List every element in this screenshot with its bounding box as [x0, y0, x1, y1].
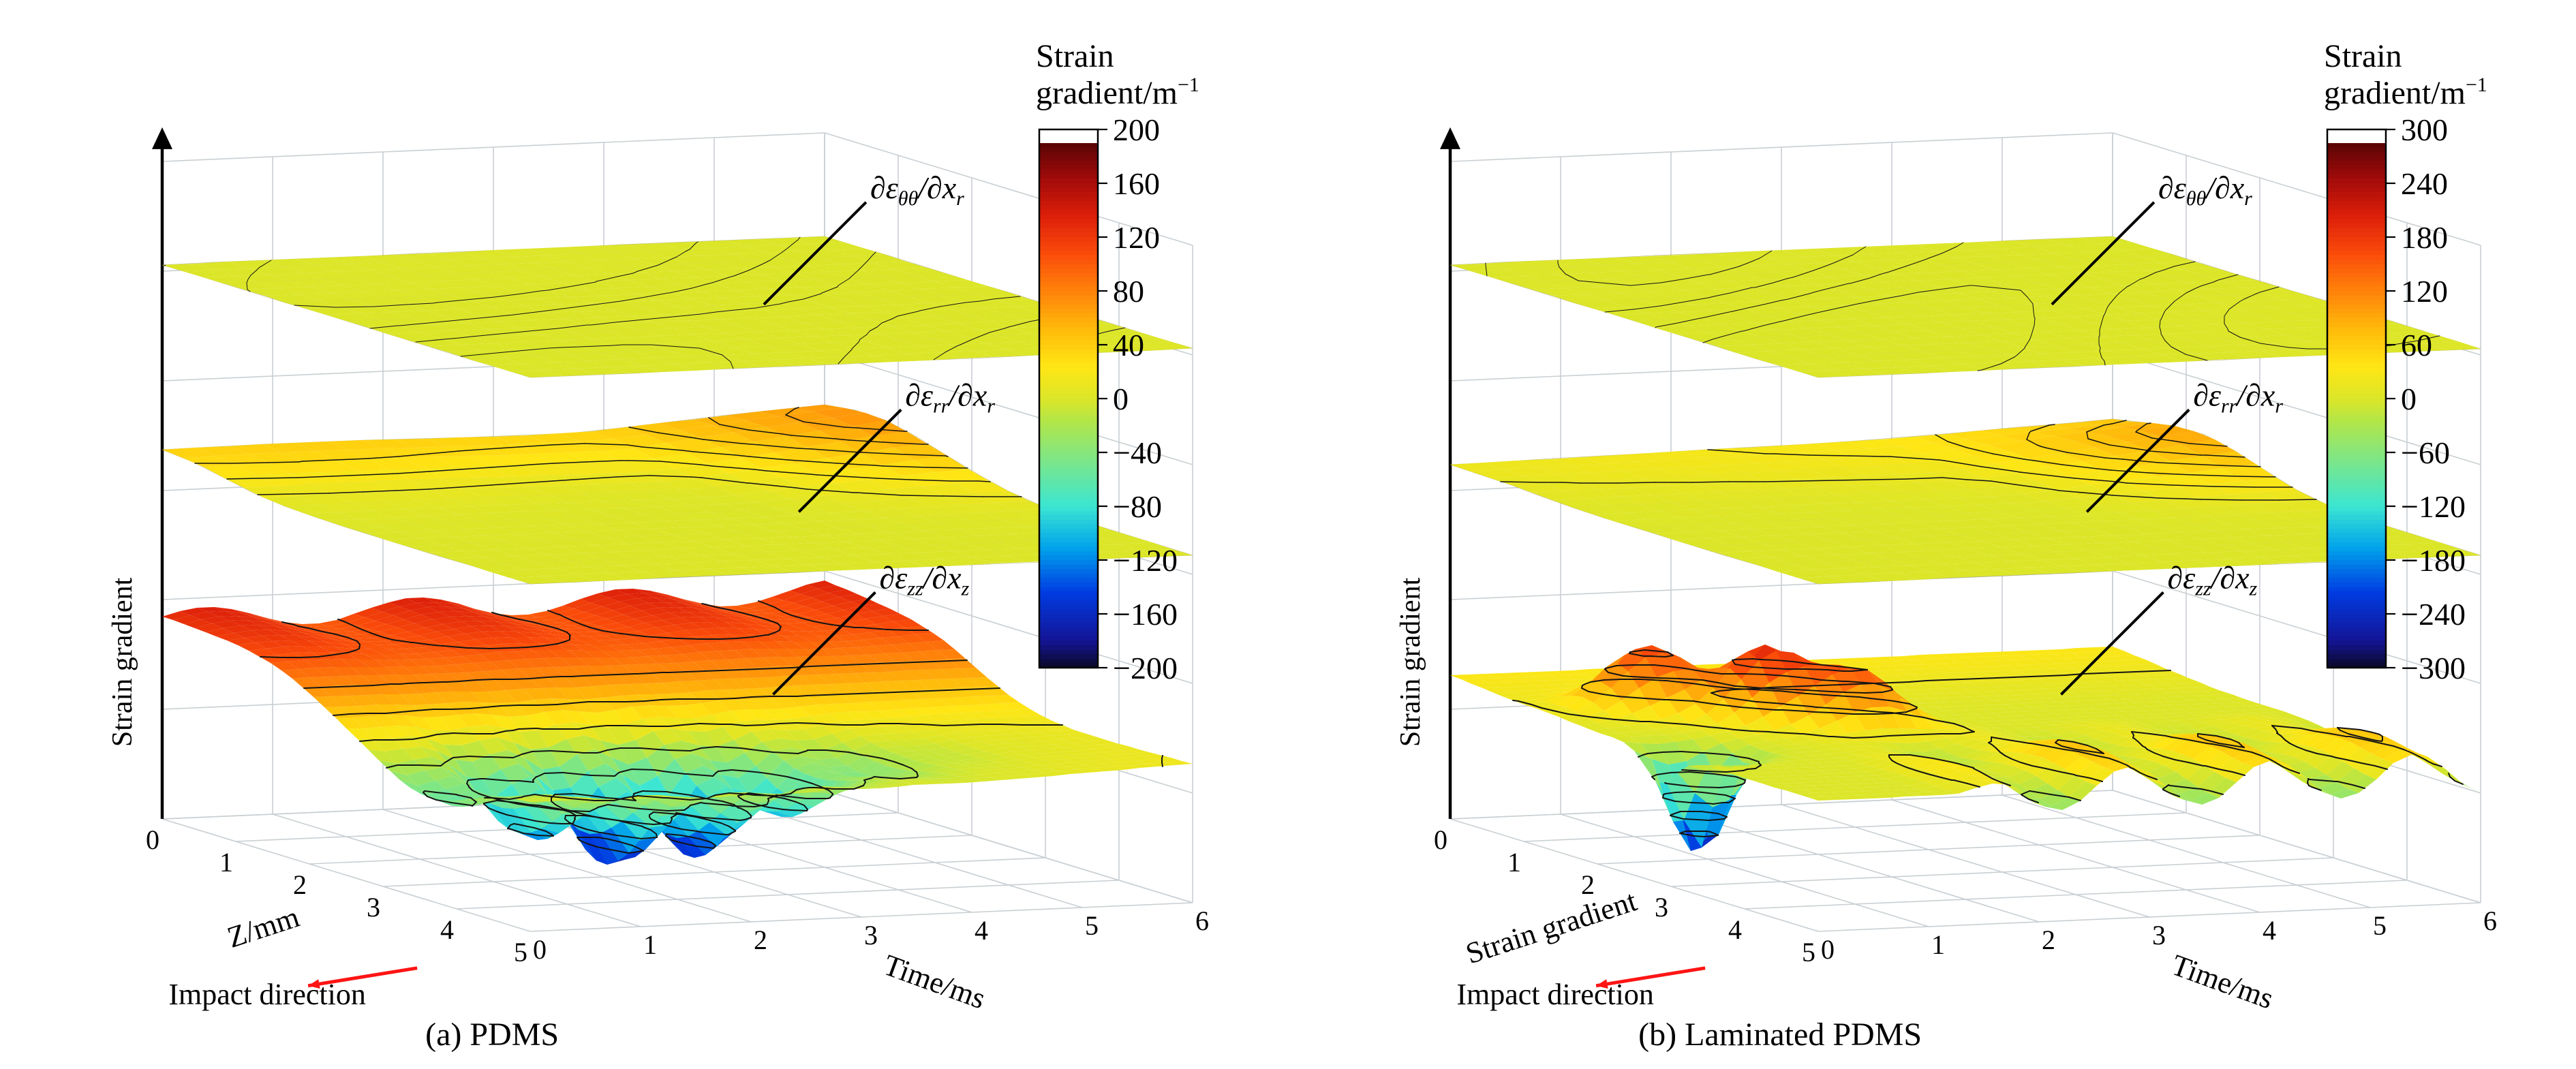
svg-text:Strain gradient: Strain gradient: [1395, 577, 1426, 747]
svg-text:∂εrr/∂xr: ∂εrr/∂xr: [2193, 377, 2283, 417]
svg-text:Strain: Strain: [1036, 38, 1114, 74]
svg-text:0: 0: [533, 934, 547, 965]
svg-text:Impact direction: Impact direction: [168, 978, 366, 1011]
svg-text:6: 6: [2483, 905, 2497, 936]
svg-text:−300: −300: [2401, 651, 2466, 685]
svg-text:Strain: Strain: [2324, 38, 2402, 74]
svg-text:80: 80: [1113, 274, 1144, 309]
svg-text:4: 4: [975, 915, 988, 946]
svg-text:3: 3: [2152, 920, 2166, 950]
svg-text:−120: −120: [1113, 543, 1178, 578]
svg-text:(b) Laminated PDMS: (b) Laminated PDMS: [1638, 1017, 1922, 1053]
svg-text:0: 0: [1113, 382, 1129, 416]
svg-text:40: 40: [1113, 328, 1144, 362]
svg-text:5: 5: [1802, 937, 1815, 967]
svg-text:2: 2: [293, 869, 307, 900]
svg-text:300: 300: [2401, 112, 2448, 147]
svg-text:3: 3: [367, 892, 380, 923]
svg-text:gradient/m−1: gradient/m−1: [2324, 74, 2487, 111]
svg-text:1: 1: [1507, 847, 1521, 878]
svg-text:−60: −60: [2401, 435, 2450, 470]
svg-text:−160: −160: [1113, 597, 1178, 632]
svg-text:0: 0: [2401, 382, 2417, 416]
svg-text:0: 0: [1434, 824, 1447, 855]
svg-text:5: 5: [1085, 910, 1099, 941]
svg-text:6: 6: [1195, 905, 1209, 936]
svg-text:1: 1: [1931, 929, 1945, 960]
svg-text:120: 120: [1113, 220, 1160, 255]
svg-text:4: 4: [2263, 915, 2276, 946]
svg-text:Strain gradient: Strain gradient: [107, 577, 138, 747]
svg-text:3: 3: [1655, 892, 1668, 923]
svg-text:120: 120: [2401, 274, 2448, 309]
svg-text:2: 2: [2042, 925, 2055, 955]
svg-text:∂εzz/∂xz: ∂εzz/∂xz: [2167, 560, 2257, 600]
svg-text:2: 2: [1581, 869, 1595, 900]
svg-text:0: 0: [146, 824, 159, 855]
svg-text:−240: −240: [2401, 597, 2466, 632]
svg-text:160: 160: [1113, 166, 1160, 201]
svg-text:∂εrr/∂xr: ∂εrr/∂xr: [905, 377, 995, 417]
svg-text:−120: −120: [2401, 489, 2466, 524]
svg-text:0: 0: [1821, 934, 1835, 965]
svg-text:−80: −80: [1113, 489, 1162, 524]
svg-text:4: 4: [440, 914, 454, 945]
svg-text:4: 4: [1728, 914, 1742, 945]
svg-text:5: 5: [514, 937, 527, 967]
svg-text:(a) PDMS: (a) PDMS: [425, 1017, 559, 1053]
svg-text:−40: −40: [1113, 435, 1162, 470]
svg-text:−200: −200: [1113, 651, 1178, 685]
svg-text:5: 5: [2373, 910, 2387, 941]
svg-text:−180: −180: [2401, 543, 2466, 578]
svg-text:200: 200: [1113, 112, 1160, 147]
svg-text:60: 60: [2401, 328, 2432, 362]
svg-text:1: 1: [643, 929, 657, 960]
svg-text:1: 1: [219, 847, 233, 878]
svg-text:240: 240: [2401, 166, 2448, 201]
svg-text:gradient/m−1: gradient/m−1: [1036, 74, 1199, 111]
svg-text:3: 3: [864, 920, 878, 950]
svg-text:2: 2: [754, 925, 767, 955]
svg-text:Impact direction: Impact direction: [1456, 978, 1654, 1011]
svg-text:∂εzz/∂xz: ∂εzz/∂xz: [879, 560, 969, 600]
svg-text:180: 180: [2401, 220, 2448, 255]
